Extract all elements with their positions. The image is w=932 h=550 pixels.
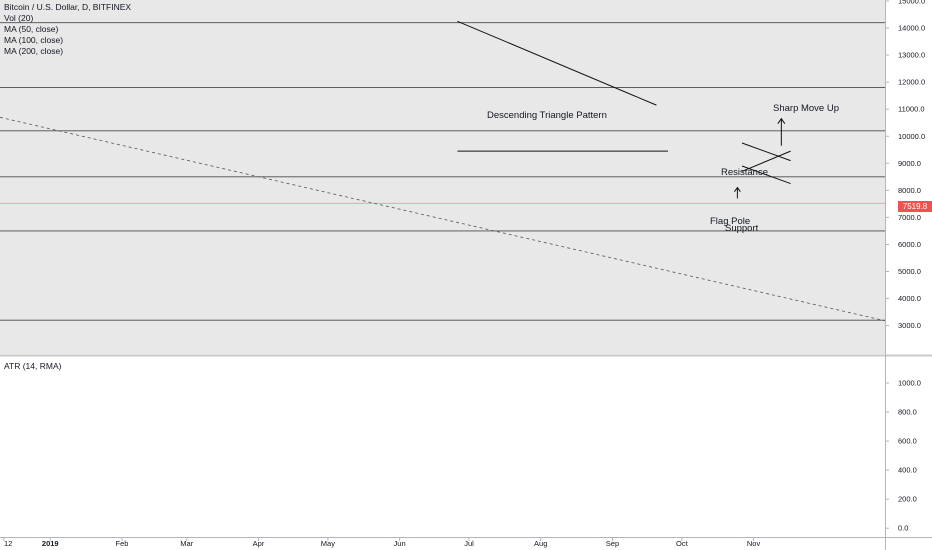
ma200-legend[interactable]: MA (200, close) xyxy=(4,46,64,56)
arrow-up-icon xyxy=(777,117,786,124)
ma50-legend[interactable]: MA (50, close) xyxy=(4,24,59,34)
time-axis-label: Sep xyxy=(606,539,619,548)
time-axis-label: Aug xyxy=(534,539,547,548)
annotation-sharp-move[interactable]: Sharp Move Up xyxy=(773,103,839,114)
annotation-flag-pole[interactable]: Flag Pole xyxy=(710,216,750,227)
price-axis-label: 14000.0 xyxy=(898,24,925,33)
last-price-tag: 7519.8 xyxy=(898,201,932,212)
annotation-triangle[interactable]: Descending Triangle Pattern xyxy=(487,110,607,121)
annotation-support[interactable]: Support xyxy=(725,223,759,234)
price-axis-label: 4000.0 xyxy=(898,294,921,303)
time-axis-label: Jul xyxy=(464,539,474,548)
annotation-resistance[interactable]: Resistance xyxy=(721,167,768,178)
time-axis-label: 12 xyxy=(4,539,12,548)
dashed-trend-line[interactable] xyxy=(0,116,886,322)
time-axis-label: May xyxy=(321,539,335,548)
atr-axis-label: 400.0 xyxy=(898,466,917,475)
atr-axis-label: 800.0 xyxy=(898,408,917,417)
volume-legend[interactable]: Vol (20) xyxy=(4,13,34,23)
time-axis-label: Feb xyxy=(116,539,129,548)
time-axis-label: Mar xyxy=(180,539,193,548)
atr-axis-label: 1000.0 xyxy=(898,379,921,388)
atr-legend[interactable]: ATR (14, RMA) xyxy=(4,361,62,371)
flag-pole-line[interactable] xyxy=(741,150,791,172)
price-axis-label: 8000.0 xyxy=(898,186,921,195)
price-axis-label: 6000.0 xyxy=(898,240,921,249)
price-axis-label: 10000.0 xyxy=(898,132,925,141)
time-axis-label: 2019 xyxy=(42,539,59,548)
price-axis-label: 13000.0 xyxy=(898,51,925,60)
triangle-resistance-line[interactable] xyxy=(457,20,657,106)
price-axis-label: 7000.0 xyxy=(898,213,921,222)
price-axis-label: 5000.0 xyxy=(898,267,921,276)
time-axis-label: Nov xyxy=(747,539,761,548)
chart-legend: Bitcoin / U.S. Dollar, D, BITFINEX Vol (… xyxy=(4,2,131,57)
arrow-up-icon xyxy=(733,186,741,192)
price-axis-label: 9000.0 xyxy=(898,159,921,168)
price-axis-label: 15000.0 xyxy=(898,0,925,6)
price-axis-label: 3000.0 xyxy=(898,321,921,330)
time-axis-label: Oct xyxy=(676,539,689,548)
atr-pane-background xyxy=(0,357,885,537)
atr-axis-label: 200.0 xyxy=(898,495,917,504)
ma100-legend[interactable]: MA (100, close) xyxy=(4,35,64,45)
flag-bottom-line[interactable] xyxy=(741,165,791,185)
symbol-title[interactable]: Bitcoin / U.S. Dollar, D, BITFINEX xyxy=(4,2,132,12)
flag-top-line[interactable] xyxy=(741,142,791,162)
time-axis-label: Apr xyxy=(253,539,265,548)
atr-axis-label: 0.0 xyxy=(898,524,908,533)
time-axis-label: Jun xyxy=(394,539,406,548)
price-axis-label: 11000.0 xyxy=(898,105,925,114)
atr-axis-label: 600.0 xyxy=(898,437,917,446)
price-axis-label: 12000.0 xyxy=(898,78,925,87)
